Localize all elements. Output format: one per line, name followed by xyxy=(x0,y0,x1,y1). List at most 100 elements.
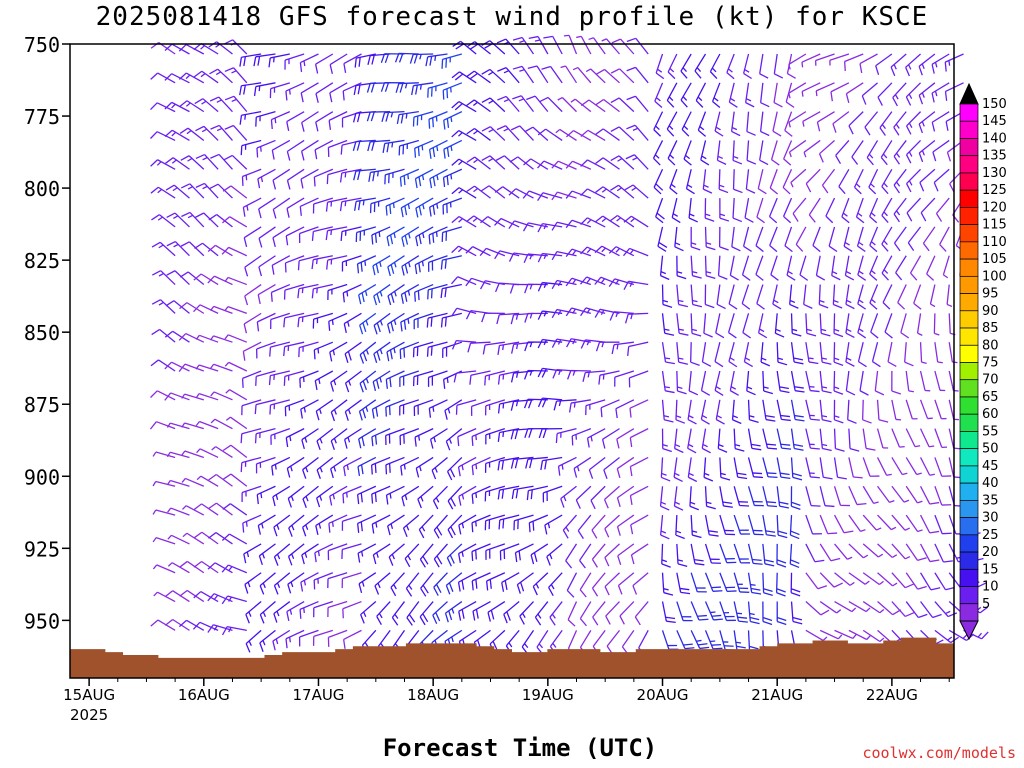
barb-flag xyxy=(453,373,457,383)
wind-barb xyxy=(565,190,592,199)
barb-staff xyxy=(174,212,190,228)
barb-flag xyxy=(497,489,501,500)
barb-half-flag xyxy=(166,422,171,428)
wind-barb xyxy=(790,572,801,597)
barb-flag xyxy=(822,447,832,452)
wind-barb xyxy=(808,197,821,223)
barb-flag xyxy=(381,112,386,122)
wind-barb xyxy=(732,169,743,194)
barb-staff xyxy=(230,416,248,430)
wind-barb xyxy=(755,255,764,281)
barb-flag xyxy=(658,241,668,249)
barb-half-flag xyxy=(734,443,741,447)
barb-staff xyxy=(428,111,448,120)
wind-barb xyxy=(756,284,765,310)
colorbar-label: 135 xyxy=(982,149,1007,164)
barb-flag xyxy=(428,149,432,159)
barb-flag xyxy=(386,142,390,153)
barb-staff xyxy=(934,572,947,591)
barb-flag xyxy=(533,552,538,563)
barb-half-flag xyxy=(663,588,669,591)
barb-flag xyxy=(779,505,790,509)
wind-barb xyxy=(258,226,276,248)
wind-barb xyxy=(934,629,959,644)
barb-staff xyxy=(747,514,755,535)
barb-half-flag xyxy=(421,526,426,532)
barb-staff xyxy=(859,370,864,391)
barb-half-flag xyxy=(152,564,158,570)
barb-staff xyxy=(907,226,922,244)
barb-flag xyxy=(783,215,792,224)
barb-flag xyxy=(716,303,726,310)
barb-flag xyxy=(512,36,523,41)
barb-flag xyxy=(697,614,707,617)
barb-half-flag xyxy=(377,582,381,589)
barb-half-flag xyxy=(503,98,510,103)
barb-half-flag xyxy=(631,187,637,191)
barb-flag xyxy=(732,419,742,425)
barb-flag xyxy=(774,73,784,79)
wind-barb xyxy=(466,156,491,170)
barb-staff xyxy=(819,514,829,534)
barb-flag xyxy=(299,62,303,73)
wind-barb xyxy=(178,619,205,631)
barb-flag xyxy=(730,274,739,281)
barb-flag xyxy=(339,201,343,212)
barb-staff xyxy=(633,154,649,170)
wind-barb xyxy=(790,342,804,365)
barb-half-flag xyxy=(436,174,439,181)
wind-barb xyxy=(150,359,176,372)
wind-barb xyxy=(538,427,563,439)
wind-barb xyxy=(481,155,506,170)
barb-flag xyxy=(357,84,361,95)
barb-flag xyxy=(745,102,755,108)
barb-flag xyxy=(315,121,319,132)
barb-half-flag xyxy=(529,370,533,376)
barb-staff xyxy=(935,197,950,214)
barb-half-flag xyxy=(729,357,735,361)
barb-staff xyxy=(833,514,845,534)
barb-flag xyxy=(661,476,671,482)
barb-flag xyxy=(404,205,408,216)
wind-barb xyxy=(759,53,769,79)
credit-link[interactable]: coolwx.com/models xyxy=(862,744,1016,762)
barb-flag xyxy=(560,498,565,508)
barb-flag xyxy=(795,390,805,393)
barb-flag xyxy=(380,53,386,63)
barb-flag xyxy=(404,264,409,274)
barb-flag xyxy=(907,242,915,251)
barb-half-flag xyxy=(873,501,879,504)
barb-flag xyxy=(616,497,621,508)
wind-barb xyxy=(934,572,955,591)
barb-half-flag xyxy=(849,581,855,586)
wind-barb xyxy=(433,543,448,568)
barb-staff xyxy=(676,342,680,363)
wind-barb xyxy=(847,399,857,424)
barb-flag xyxy=(490,610,495,620)
wind-barb xyxy=(301,111,319,132)
barb-flag xyxy=(286,208,290,218)
wind-barb xyxy=(222,185,248,199)
barb-staff xyxy=(571,428,592,437)
colorbar-label: 5 xyxy=(982,597,990,612)
barb-staff xyxy=(592,601,606,618)
colorbar-segment xyxy=(959,327,979,346)
barb-flag xyxy=(579,560,586,569)
barb-half-flag xyxy=(394,613,399,619)
barb-flag xyxy=(742,332,752,339)
wind-barb xyxy=(288,514,305,537)
barb-flag xyxy=(273,556,279,566)
barb-staff xyxy=(156,390,176,401)
wind-barb xyxy=(579,601,592,627)
wind-barb xyxy=(580,339,606,349)
wind-barb xyxy=(557,96,577,113)
barb-staff xyxy=(635,66,649,84)
barb-half-flag xyxy=(719,184,725,188)
wind-barb xyxy=(164,129,190,142)
wind-barb xyxy=(790,428,804,451)
barb-staff xyxy=(561,97,577,113)
wind-barb xyxy=(856,226,866,253)
barb-half-flag xyxy=(547,522,551,529)
barb-half-flag xyxy=(473,187,479,193)
barb-flag xyxy=(257,56,261,66)
